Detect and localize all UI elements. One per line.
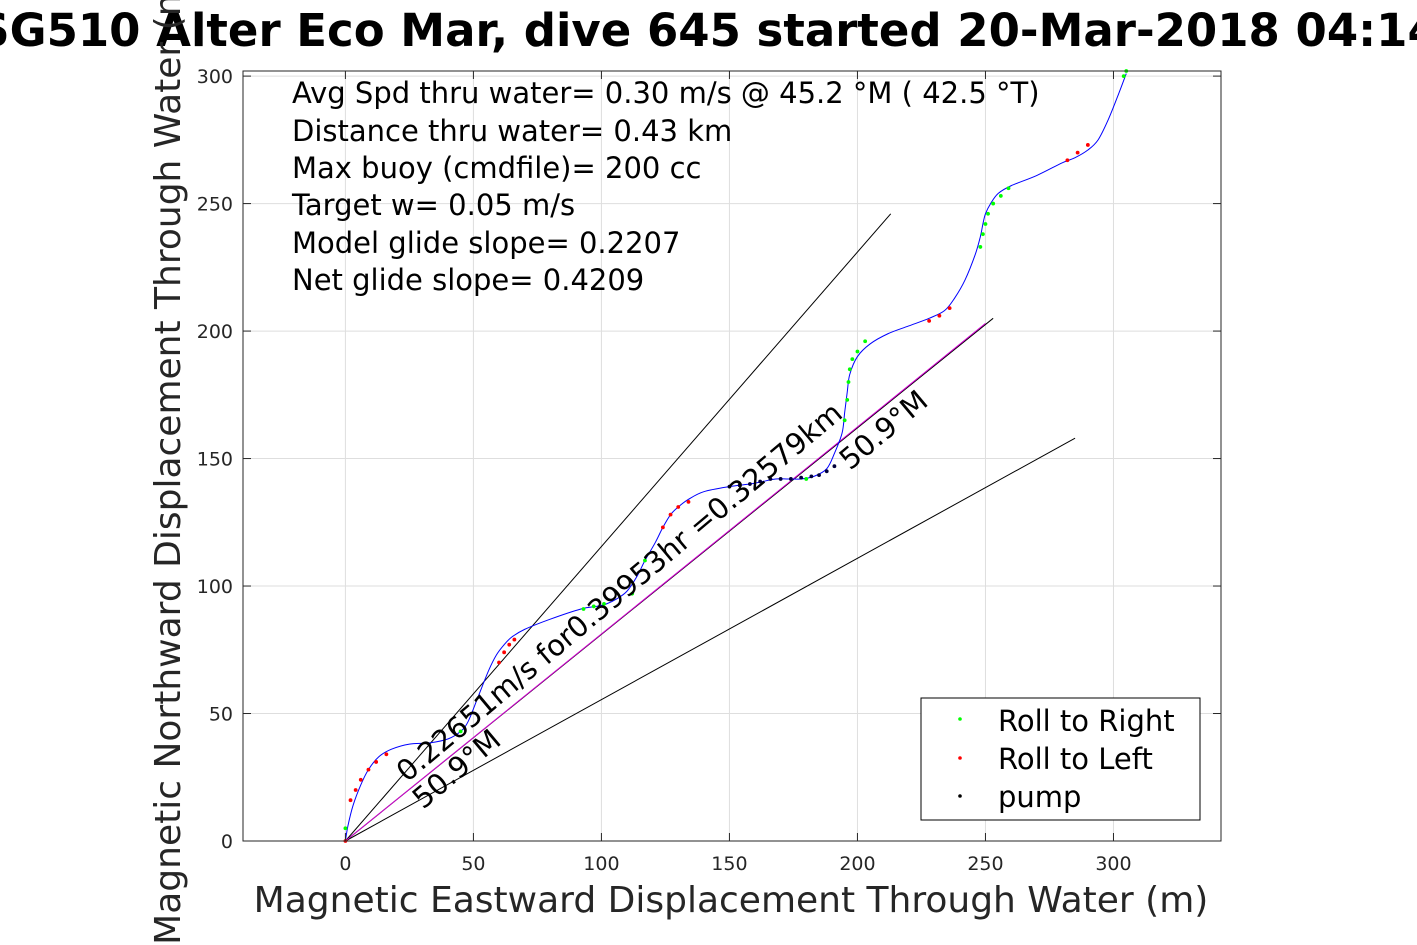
roll-right-point bbox=[581, 607, 586, 611]
pump-point bbox=[737, 483, 742, 488]
roll-left-point bbox=[668, 512, 673, 517]
x-tick-label: 100 bbox=[583, 853, 619, 875]
y-tick-label: 150 bbox=[197, 449, 233, 471]
roll-right-point bbox=[630, 591, 635, 596]
legend-marker-roll-left bbox=[958, 756, 962, 760]
pump-point bbox=[748, 482, 752, 486]
pump-point bbox=[832, 464, 837, 469]
roll-right-point bbox=[458, 729, 463, 734]
roll-right-point bbox=[804, 477, 809, 481]
y-tick-label: 0 bbox=[221, 831, 233, 853]
y-tick-label: 100 bbox=[197, 576, 233, 598]
legend-label-roll-left: Roll to Left bbox=[998, 742, 1153, 776]
pump-point bbox=[768, 477, 773, 481]
roll-right-point bbox=[855, 349, 860, 354]
roll-left-point bbox=[937, 313, 942, 318]
roll-left-point bbox=[366, 767, 371, 772]
roll-left-point bbox=[384, 752, 389, 757]
pump-point bbox=[799, 475, 804, 480]
x-tick-label: 0 bbox=[339, 853, 351, 875]
reference-line-lower bbox=[345, 437, 1076, 842]
roll-left-point bbox=[686, 499, 691, 504]
roll-right-point bbox=[343, 826, 348, 831]
axis-ticks: 0 50 100 150 200 250 300 0 50 100 150 200 250 300 bbox=[197, 66, 1221, 875]
x-tick-label: 200 bbox=[839, 853, 875, 875]
roll-right-point bbox=[842, 418, 847, 423]
roll-right-point bbox=[986, 211, 990, 216]
roll-left-point bbox=[358, 777, 363, 782]
chart-title: SG510 Alter Eco Mar, dive 645 started 20… bbox=[0, 4, 1417, 57]
roll-left-point bbox=[947, 306, 952, 311]
roll-right-point bbox=[845, 398, 850, 402]
roll-left-point bbox=[507, 642, 512, 647]
roll-right-point bbox=[978, 245, 983, 249]
roll-left-point bbox=[660, 525, 665, 530]
roll-right-point bbox=[1006, 186, 1011, 191]
roll-right-point bbox=[846, 380, 851, 384]
roll-left-point bbox=[1075, 150, 1080, 155]
legend-box bbox=[920, 697, 1201, 821]
legend-label-roll-right: Roll to Right bbox=[998, 704, 1175, 738]
roll-left-point bbox=[927, 318, 932, 323]
pump-point bbox=[788, 477, 793, 481]
y-axis-label: Magnetic Northward Displacement Through … bbox=[148, 0, 189, 945]
roll-right-point bbox=[983, 222, 988, 226]
reference-lines bbox=[345, 213, 1076, 842]
roll-left-point bbox=[497, 660, 501, 665]
roll-right-point bbox=[863, 339, 868, 344]
roll-left-point bbox=[348, 798, 353, 803]
roll-left-point bbox=[1065, 158, 1070, 163]
stat-net-glide-slope: Net glide slope= 0.4209 bbox=[292, 263, 644, 297]
stat-distance: Distance thru water= 0.43 km bbox=[292, 114, 732, 148]
pump-point bbox=[778, 477, 783, 481]
reference-line-upper bbox=[345, 213, 892, 842]
pump-point bbox=[758, 479, 763, 484]
roll-right-point bbox=[847, 367, 852, 372]
roll-right-point bbox=[998, 194, 1003, 198]
roll-left-point bbox=[502, 650, 507, 655]
x-tick-label: 150 bbox=[711, 853, 747, 875]
x-tick-label: 300 bbox=[1095, 853, 1131, 875]
roll-left-point bbox=[353, 788, 358, 792]
roll-right-point bbox=[643, 558, 647, 563]
roll-right-point bbox=[591, 604, 596, 609]
stat-max-buoy: Max buoy (cmdfile)= 200 cc bbox=[292, 151, 701, 185]
x-tick-label: 250 bbox=[967, 853, 1003, 875]
roll-right-point bbox=[981, 232, 985, 237]
pump-point bbox=[727, 484, 732, 489]
axes-box bbox=[242, 70, 1222, 842]
pump-point bbox=[824, 469, 829, 474]
stat-target-w: Target w= 0.05 m/s bbox=[291, 188, 575, 222]
legend-marker-pump bbox=[958, 794, 962, 798]
roll-right-point bbox=[1121, 74, 1126, 78]
y-tick-label: 50 bbox=[209, 704, 233, 726]
roll-right-point bbox=[602, 601, 606, 606]
roll-left-point bbox=[676, 505, 681, 509]
reference-line-heading bbox=[345, 323, 986, 842]
legend-marker-roll-right bbox=[958, 717, 962, 721]
legend: Roll to Right Roll to Left pump bbox=[920, 697, 1201, 821]
stats-annotation: Avg Spd thru water= 0.30 m/s @ 45.2 °M (… bbox=[291, 76, 1040, 297]
x-axis-label: Magnetic Eastward Displacement Through W… bbox=[254, 880, 1209, 921]
x-tick-label: 50 bbox=[461, 853, 485, 875]
track-line bbox=[344, 73, 1127, 842]
roll-left-point bbox=[374, 760, 379, 764]
pump-point bbox=[817, 473, 821, 478]
dive-markers bbox=[343, 69, 1129, 843]
stat-avg-speed: Avg Spd thru water= 0.30 m/s @ 45.2 °M (… bbox=[292, 76, 1040, 110]
legend-label-pump: pump bbox=[998, 780, 1081, 814]
y-tick-label: 300 bbox=[197, 66, 233, 88]
roll-left-point bbox=[1085, 143, 1090, 147]
roll-left-point bbox=[512, 637, 517, 642]
dive-track bbox=[344, 73, 1127, 842]
stat-model-glide-slope: Model glide slope= 0.2207 bbox=[292, 226, 680, 260]
y-tick-label: 250 bbox=[197, 194, 233, 216]
roll-right-point bbox=[991, 201, 996, 206]
pump-point bbox=[809, 474, 814, 479]
roll-right-point bbox=[850, 357, 855, 362]
y-tick-label: 200 bbox=[197, 321, 233, 343]
